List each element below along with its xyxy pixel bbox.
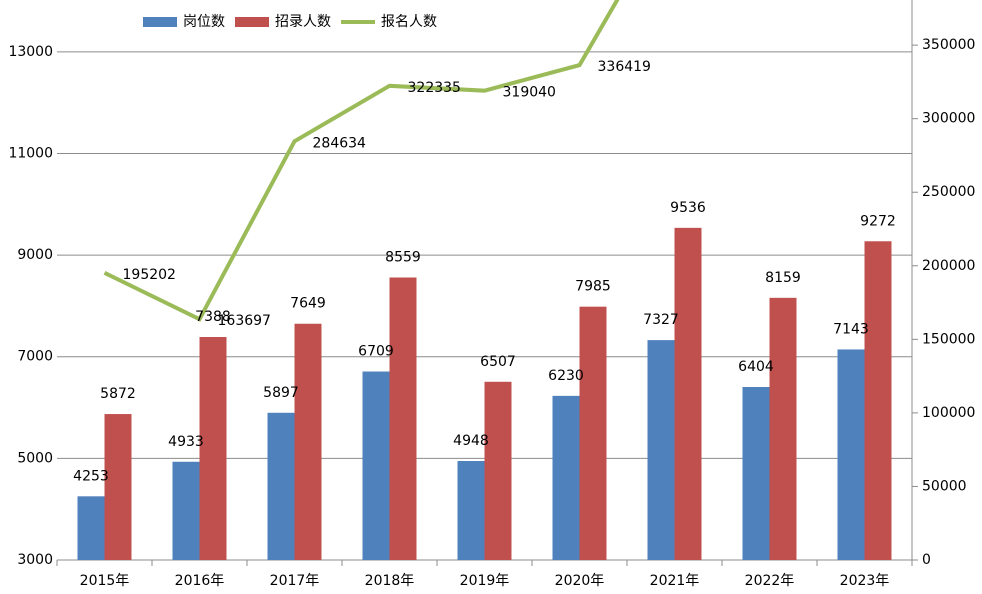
legend-label: 报名人数 (381, 14, 437, 30)
data-label: 336419 (598, 59, 651, 75)
data-label: 4933 (168, 434, 204, 450)
y-tick-label: 5000 (17, 450, 53, 466)
legend-label: 招录人数 (275, 14, 331, 30)
data-label: 7327 (643, 312, 679, 328)
y-tick-label: 3000 (17, 552, 53, 568)
y2-tick-label: 0 (922, 552, 931, 568)
bar (837, 349, 865, 560)
bar (389, 277, 417, 560)
bar (864, 241, 892, 560)
data-label: 5897 (263, 385, 299, 401)
bar (484, 381, 512, 560)
data-label: 322335 (408, 80, 461, 96)
data-label: 6507 (480, 354, 516, 370)
bar (294, 323, 322, 560)
data-label: 5872 (100, 386, 136, 402)
x-tick-label: 2016年 (175, 573, 225, 589)
bar (647, 340, 675, 560)
y2-tick-label: 350000 (922, 37, 975, 53)
y-tick-label: 11000 (8, 145, 53, 161)
data-label: 284634 (313, 135, 367, 151)
data-label: 163697 (218, 313, 271, 329)
data-label: 9272 (860, 213, 896, 229)
y-tick-label: 13000 (8, 44, 53, 60)
data-label: 7649 (290, 296, 326, 312)
data-label: 8559 (385, 250, 421, 266)
bar (77, 496, 105, 560)
y2-tick-label: 300000 (922, 111, 975, 127)
data-label: 4253 (73, 468, 109, 484)
bar (742, 387, 770, 560)
data-label: 8159 (765, 270, 801, 286)
legend-swatch (143, 17, 177, 27)
x-tick-label: 2023年 (840, 573, 890, 589)
bar (579, 306, 607, 560)
legend-label: 岗位数 (183, 14, 225, 30)
bar (457, 461, 485, 560)
data-label: 7388 (195, 309, 231, 325)
bar (267, 412, 295, 560)
bar (769, 297, 797, 560)
x-tick-label: 2020年 (555, 573, 605, 589)
data-label: 319040 (503, 85, 556, 101)
x-tick-label: 2018年 (365, 573, 415, 589)
y2-tick-label: 150000 (922, 331, 975, 347)
x-tick-label: 2022年 (745, 573, 795, 589)
y-tick-label: 7000 (17, 349, 53, 365)
y2-tick-label: 250000 (922, 184, 975, 200)
x-tick-label: 2019年 (460, 573, 510, 589)
bar (172, 461, 200, 560)
bar (104, 414, 132, 560)
y2-tick-label: 200000 (922, 258, 975, 274)
y-tick-label: 9000 (17, 247, 53, 263)
x-tick-label: 2015年 (80, 573, 130, 589)
y2-tick-label: 100000 (922, 405, 975, 421)
bar (674, 227, 702, 561)
data-label: 6230 (548, 368, 584, 384)
data-label: 4948 (453, 433, 489, 449)
legend-swatch (235, 17, 269, 27)
data-label: 7985 (575, 279, 611, 295)
x-tick-label: 2021年 (650, 573, 700, 589)
data-label: 6404 (738, 359, 774, 375)
data-label: 6709 (358, 344, 394, 360)
bar (552, 395, 580, 560)
y2-tick-label: 50000 (922, 478, 967, 494)
data-label: 195202 (123, 267, 176, 283)
x-tick-label: 2017年 (270, 573, 320, 589)
line-series (103, 0, 620, 322)
data-label: 7143 (833, 321, 869, 337)
data-label: 9536 (670, 200, 706, 216)
bar (199, 337, 227, 560)
bar (362, 371, 390, 560)
